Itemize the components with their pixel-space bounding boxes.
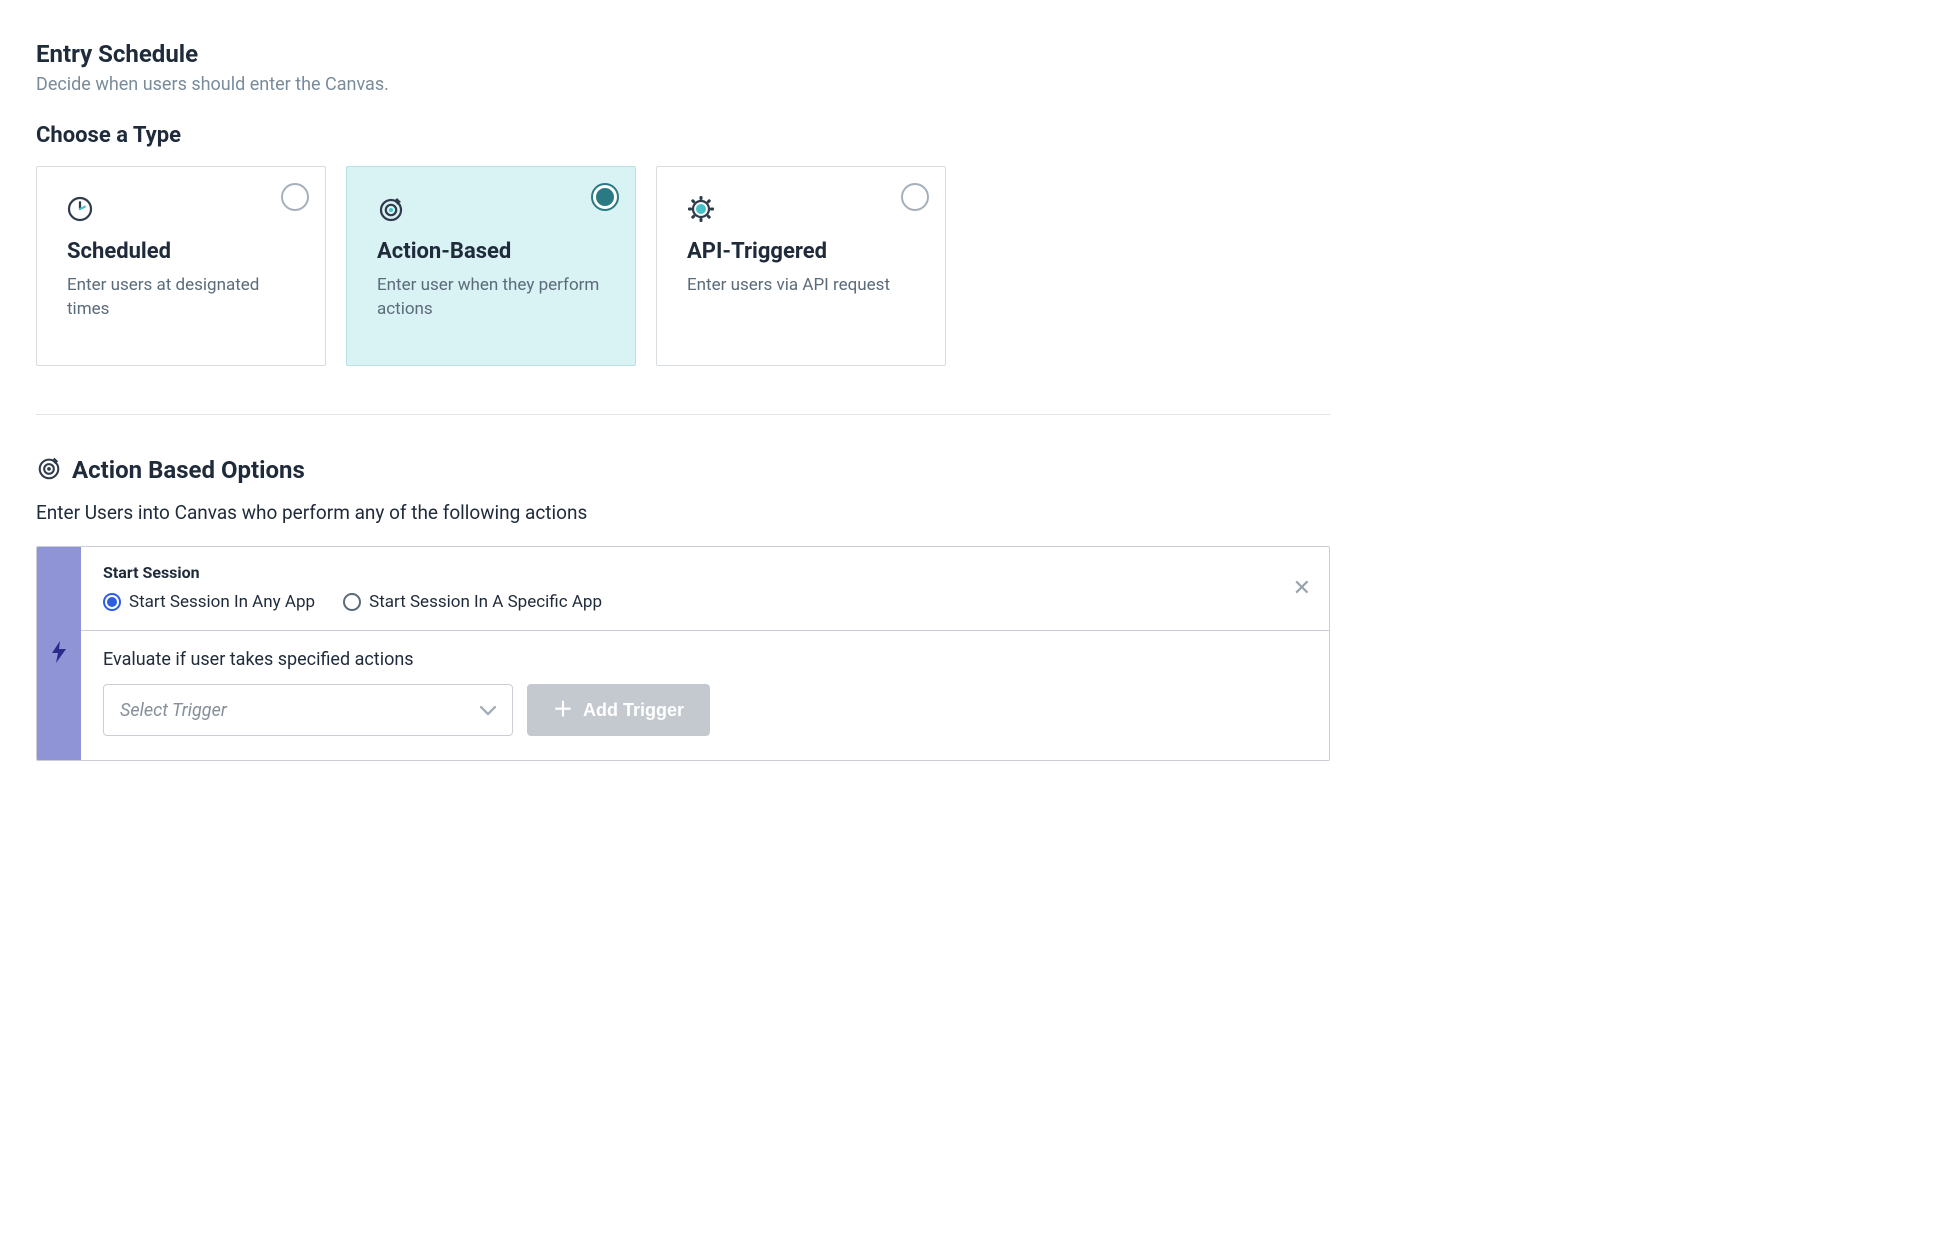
clock-icon xyxy=(67,189,303,229)
page-subtitle: Decide when users should enter the Canva… xyxy=(36,74,1330,95)
card-description: Enter user when they perform actions xyxy=(377,274,613,322)
action-options-description: Enter Users into Canvas who perform any … xyxy=(36,501,1330,524)
card-description: Enter users at designated times xyxy=(67,274,303,322)
target-icon xyxy=(377,189,613,229)
select-placeholder: Select Trigger xyxy=(120,700,227,721)
choose-type-heading: Choose a Type xyxy=(36,123,1330,148)
add-trigger-label: Add Trigger xyxy=(583,700,684,721)
type-card-scheduled[interactable]: Scheduled Enter users at designated time… xyxy=(36,166,326,366)
lightning-icon xyxy=(50,640,68,668)
trigger-top-section: ✕ Start Session Start Session In Any App… xyxy=(81,547,1329,631)
trigger-select-row: Select Trigger ＋ Add Trigger xyxy=(103,684,1307,736)
radio-label: Start Session In A Specific App xyxy=(369,592,602,612)
trigger-panel-accent xyxy=(37,547,81,760)
trigger-title: Start Session xyxy=(103,563,1307,582)
type-card-action-based[interactable]: Action-Based Enter user when they perfor… xyxy=(346,166,636,366)
radio-dot-icon xyxy=(343,593,361,611)
type-card-api-triggered[interactable]: API-Triggered Enter users via API reques… xyxy=(656,166,946,366)
card-description: Enter users via API request xyxy=(687,274,923,298)
radio-indicator xyxy=(281,183,309,211)
radio-dot-icon xyxy=(103,593,121,611)
section-divider xyxy=(36,414,1330,415)
radio-label: Start Session In Any App xyxy=(129,592,315,612)
plus-icon: ＋ xyxy=(553,700,573,720)
select-trigger-dropdown[interactable]: Select Trigger xyxy=(103,684,513,736)
add-trigger-button[interactable]: ＋ Add Trigger xyxy=(527,684,710,736)
page-title: Entry Schedule xyxy=(36,40,1330,68)
trigger-panel-body: ✕ Start Session Start Session In Any App… xyxy=(81,547,1329,760)
radio-any-app[interactable]: Start Session In Any App xyxy=(103,592,315,612)
card-title: Action-Based xyxy=(377,239,613,264)
card-title: API-Triggered xyxy=(687,239,923,264)
chevron-down-icon xyxy=(480,700,496,721)
target-icon xyxy=(36,455,62,485)
type-cards-row: Scheduled Enter users at designated time… xyxy=(36,166,1330,366)
gear-icon xyxy=(687,189,923,229)
trigger-bottom-section: Evaluate if user takes specified actions… xyxy=(81,631,1329,760)
action-options-header: Action Based Options xyxy=(36,455,1330,485)
action-options-title: Action Based Options xyxy=(72,456,305,484)
radio-indicator xyxy=(591,183,619,211)
evaluate-text: Evaluate if user takes specified actions xyxy=(103,649,1307,670)
radio-indicator xyxy=(901,183,929,211)
card-title: Scheduled xyxy=(67,239,303,264)
trigger-panel: ✕ Start Session Start Session In Any App… xyxy=(36,546,1330,761)
close-icon[interactable]: ✕ xyxy=(1293,578,1311,600)
session-radio-group: Start Session In Any App Start Session I… xyxy=(103,592,1307,612)
radio-specific-app[interactable]: Start Session In A Specific App xyxy=(343,592,602,612)
